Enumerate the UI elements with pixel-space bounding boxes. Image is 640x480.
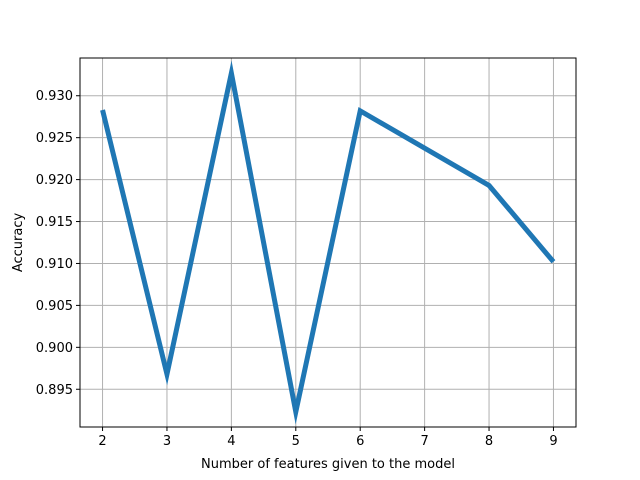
x-axis-ticks: 2 3 4 5 6 7 8 9 [98, 427, 558, 449]
y-tick-label: 0.895 [36, 383, 73, 398]
x-tick-label: 7 [420, 434, 428, 449]
x-axis-label: Number of features given to the model [201, 457, 455, 472]
x-tick-label: 2 [98, 434, 106, 449]
x-tick-label: 3 [163, 434, 171, 449]
y-tick-label: 0.920 [36, 173, 73, 188]
x-tick-label: 4 [227, 434, 235, 449]
x-tick-label: 5 [292, 434, 300, 449]
plot-frame [79, 57, 577, 428]
y-axis-label: Accuracy [11, 213, 26, 273]
y-tick-label: 0.915 [36, 215, 73, 230]
series-layer [100, 60, 556, 425]
x-tick-label: 8 [485, 434, 493, 449]
accuracy-series-line [100, 60, 556, 425]
y-axis-ticks: 0.895 0.900 0.905 0.910 0.915 0.920 0.925 0.930 [36, 89, 80, 398]
y-tick-label: 0.900 [36, 341, 73, 356]
y-tick-label: 0.910 [36, 257, 73, 272]
y-tick-label: 0.925 [36, 131, 73, 146]
y-tick-label: 0.905 [36, 299, 73, 314]
y-tick-label: 0.930 [36, 89, 73, 104]
x-tick-label: 9 [549, 434, 557, 449]
grid-layer [80, 58, 576, 427]
x-tick-label: 6 [356, 434, 364, 449]
